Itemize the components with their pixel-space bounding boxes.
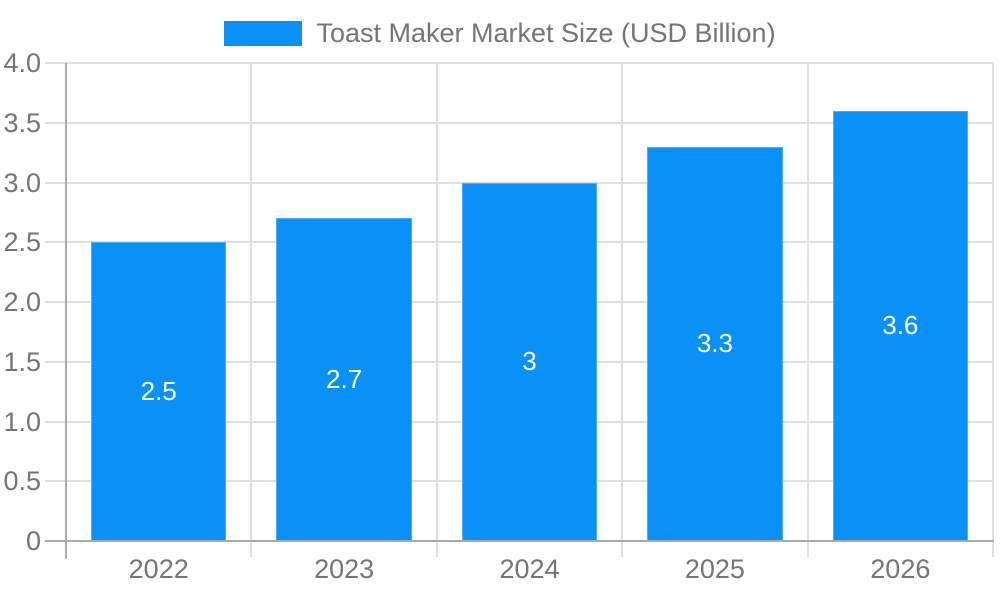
x-tick-label: 2026 <box>870 554 931 584</box>
plot-area: 0 0.5 1.0 1.5 2.0 2.5 3.0 3.5 4.0 2.5 2.… <box>3 48 994 584</box>
x-tick-label: 2022 <box>128 554 189 584</box>
y-tick-label: 0.5 <box>3 466 41 497</box>
bar-column: 2.7 <box>251 63 436 541</box>
bar-column: 2.5 <box>66 63 251 541</box>
bar-column: 3 <box>437 63 622 541</box>
gridline-top <box>65 62 994 64</box>
x-tick <box>621 541 624 557</box>
bar-2022[interactable]: 2.5 <box>91 242 227 541</box>
legend-label: Toast Maker Market Size (USD Billion) <box>316 18 776 48</box>
y-tick-label: 0 <box>25 526 41 556</box>
x-tick <box>806 541 809 557</box>
bar-column: 3.3 <box>622 63 807 541</box>
bar-2023[interactable]: 2.7 <box>276 218 412 541</box>
legend-swatch-icon <box>224 20 303 46</box>
plot-right-border <box>992 63 994 541</box>
y-tick-label: 1.0 <box>3 406 41 437</box>
y-tick-label: 2.0 <box>3 287 41 317</box>
y-tick-label: 2.5 <box>3 227 41 258</box>
bar-column: 3.6 <box>808 63 993 541</box>
x-tick-label: 2023 <box>314 554 375 584</box>
y-tick <box>45 62 65 64</box>
y-tick-label: 4.0 <box>3 48 41 78</box>
category-boundary-gridline <box>435 63 438 541</box>
y-tick <box>45 241 65 244</box>
x-tick <box>435 541 438 557</box>
legend: Toast Maker Market Size (USD Billion) <box>0 18 1000 48</box>
legend-item[interactable]: Toast Maker Market Size (USD Billion) <box>224 18 776 48</box>
y-tick <box>45 360 65 363</box>
x-axis-line <box>65 540 994 542</box>
category-boundary-gridline <box>806 63 809 541</box>
bar-value-label: 3.3 <box>696 328 733 359</box>
x-tick <box>250 541 253 557</box>
y-tick <box>45 301 65 303</box>
bar-2024[interactable]: 3 <box>461 182 598 541</box>
y-tick <box>45 540 65 542</box>
category-boundary-gridline <box>250 63 253 541</box>
x-tick <box>992 541 994 557</box>
y-tick <box>45 480 65 483</box>
bar-2026[interactable]: 3.6 <box>832 110 968 541</box>
gridline <box>66 121 993 124</box>
x-tick-label: 2025 <box>684 554 745 584</box>
x-tick-label: 2024 <box>499 554 560 584</box>
bar-value-label: 2.7 <box>326 364 363 395</box>
bar-2025[interactable]: 3.3 <box>647 146 783 541</box>
y-tick-label: 3.5 <box>3 107 41 138</box>
bar-value-label: 3 <box>522 346 537 377</box>
y-tick-label: 3.0 <box>3 167 41 198</box>
y-tick <box>45 181 65 184</box>
x-axis-labels: 2022 2023 2024 2025 2026 <box>66 554 993 585</box>
y-tick-label: 1.5 <box>3 346 41 377</box>
y-axis-line <box>65 63 67 559</box>
category-boundary-gridline <box>621 63 624 541</box>
y-tick <box>45 121 65 124</box>
bar-series: 2.5 2.7 3 3.3 3.6 <box>66 63 993 541</box>
bar-value-label: 2.5 <box>140 376 177 407</box>
bar-value-label: 3.6 <box>882 310 919 341</box>
y-tick <box>45 420 65 423</box>
